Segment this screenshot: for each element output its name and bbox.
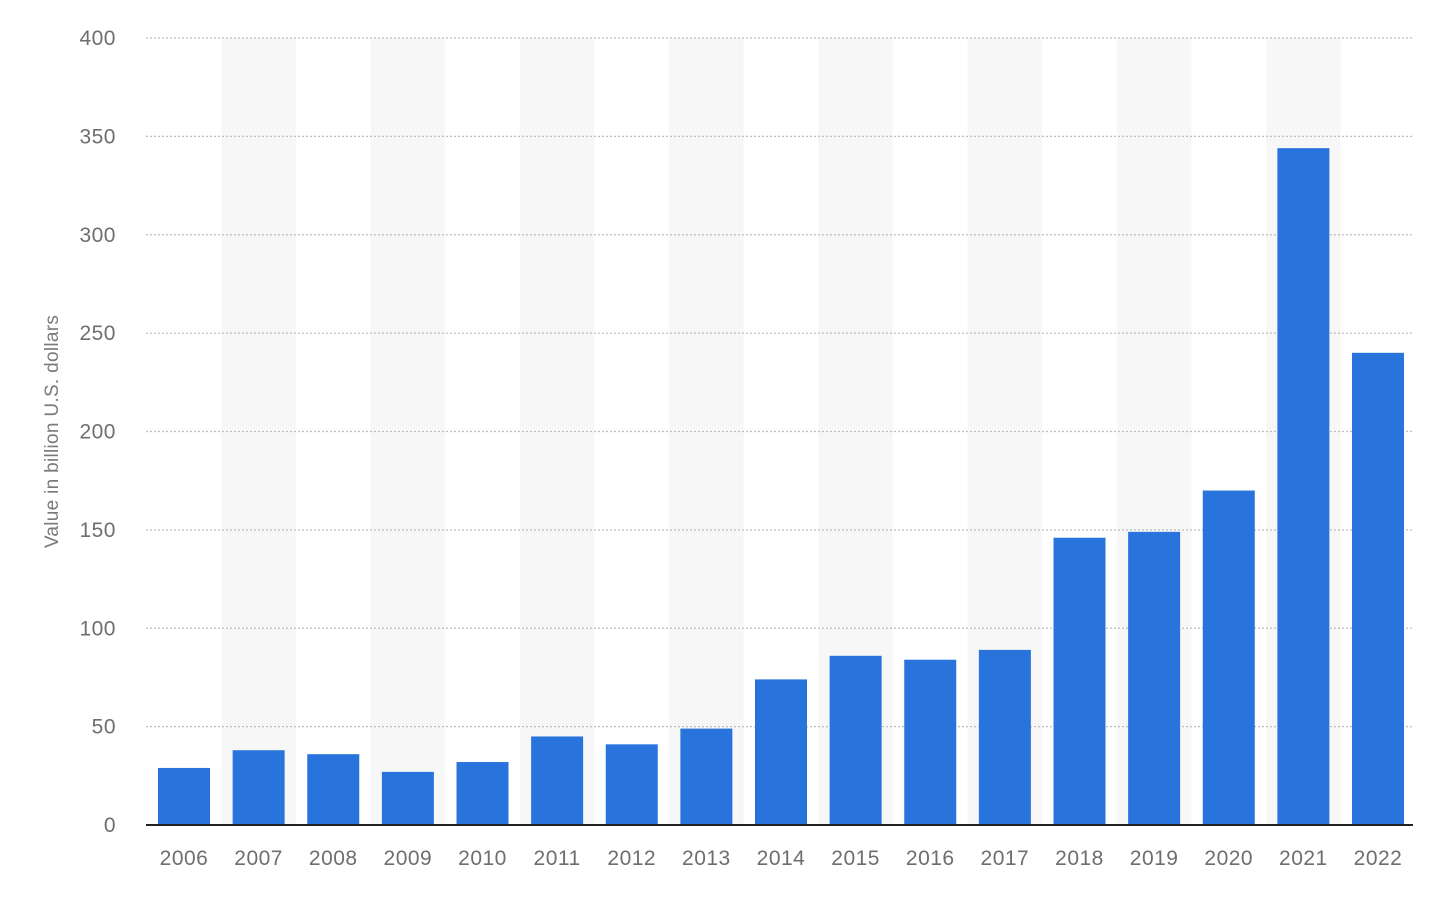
bar-2008[interactable] xyxy=(307,754,360,825)
bar-2015[interactable] xyxy=(829,655,882,825)
bar-2016[interactable] xyxy=(904,659,957,825)
y-tick-label: 350 xyxy=(79,125,116,148)
x-tick-label: 2015 xyxy=(831,847,880,870)
y-tick-label: 150 xyxy=(79,519,116,542)
bar-2021[interactable] xyxy=(1277,148,1330,825)
bar-2012[interactable] xyxy=(605,744,658,825)
y-tick-label: 300 xyxy=(79,224,116,247)
x-tick-label: 2006 xyxy=(160,847,209,870)
bar-2020[interactable] xyxy=(1202,490,1255,825)
bar-2022[interactable] xyxy=(1352,352,1404,825)
y-axis-title: Value in billion U.S. dollars xyxy=(42,315,63,548)
x-tick-label: 2008 xyxy=(309,847,358,870)
y-tick-label: 50 xyxy=(92,716,116,739)
x-tick-label: 2016 xyxy=(906,847,955,870)
x-tick-label: 2007 xyxy=(234,847,283,870)
y-tick-label: 100 xyxy=(79,617,116,640)
x-tick-label: 2018 xyxy=(1055,847,1104,870)
bar-2017[interactable] xyxy=(978,649,1031,825)
y-tick-label: 200 xyxy=(79,421,116,444)
bar-2010[interactable] xyxy=(456,762,509,825)
x-tick-label: 2021 xyxy=(1279,847,1328,870)
y-tick-label: 250 xyxy=(79,322,116,345)
x-tick-label: 2009 xyxy=(384,847,433,870)
x-tick-label: 2012 xyxy=(607,847,656,870)
x-tick-label: 2017 xyxy=(981,847,1030,870)
bar-2019[interactable] xyxy=(1128,531,1181,825)
y-tick-label: 400 xyxy=(79,27,116,50)
x-tick-label: 2014 xyxy=(757,847,806,870)
bar-2018[interactable] xyxy=(1053,537,1106,825)
x-tick-label: 2019 xyxy=(1130,847,1179,870)
x-tick-label: 2013 xyxy=(682,847,731,870)
bar-2014[interactable] xyxy=(755,679,807,825)
x-tick-label: 2010 xyxy=(458,847,507,870)
y-axis-ticks: 0 50 100 150 200 250 300 350 400 xyxy=(79,27,116,837)
x-tick-label: 2011 xyxy=(534,847,581,870)
bars xyxy=(158,148,1404,825)
bar-2006[interactable] xyxy=(158,767,210,825)
bar-2011[interactable] xyxy=(531,736,584,825)
y-tick-label: 0 xyxy=(104,814,116,837)
bar-2009[interactable] xyxy=(381,771,434,825)
x-tick-label: 2022 xyxy=(1354,847,1403,870)
x-axis-ticks: 2006 2007 2008 2009 2010 2011 2012 2013 2014 2015… xyxy=(160,847,1403,870)
bar-2013[interactable] xyxy=(680,728,733,825)
bar-2007[interactable] xyxy=(232,750,285,825)
x-tick-label: 2020 xyxy=(1204,847,1253,870)
